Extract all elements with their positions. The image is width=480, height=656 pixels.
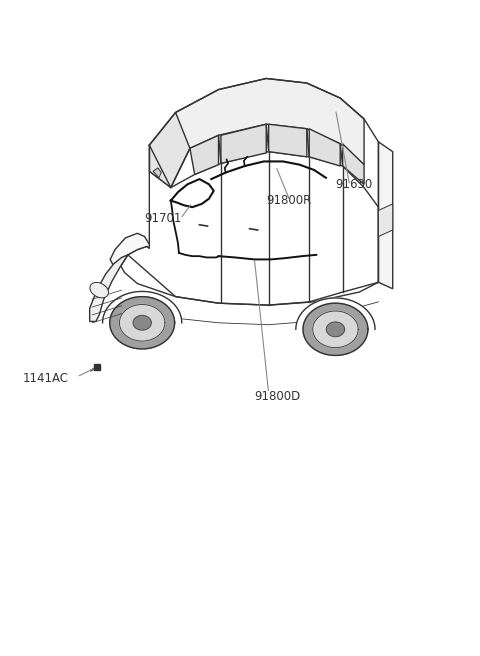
Polygon shape bbox=[153, 168, 161, 178]
Polygon shape bbox=[378, 204, 393, 237]
Polygon shape bbox=[133, 316, 151, 330]
Text: 91800R: 91800R bbox=[266, 194, 312, 207]
Polygon shape bbox=[326, 322, 345, 337]
Polygon shape bbox=[190, 135, 218, 174]
Text: 91630: 91630 bbox=[336, 178, 372, 191]
Polygon shape bbox=[109, 79, 378, 305]
Polygon shape bbox=[149, 112, 190, 188]
Polygon shape bbox=[110, 297, 175, 349]
Text: 91800D: 91800D bbox=[254, 390, 300, 403]
Polygon shape bbox=[171, 179, 214, 207]
Polygon shape bbox=[296, 298, 375, 329]
Polygon shape bbox=[110, 234, 149, 266]
Polygon shape bbox=[221, 124, 266, 163]
Polygon shape bbox=[176, 79, 364, 165]
Polygon shape bbox=[343, 144, 364, 184]
Polygon shape bbox=[303, 303, 368, 356]
Polygon shape bbox=[120, 304, 165, 341]
Polygon shape bbox=[103, 291, 182, 323]
Ellipse shape bbox=[90, 282, 108, 298]
Polygon shape bbox=[309, 129, 340, 166]
Polygon shape bbox=[269, 124, 307, 157]
Text: 91701: 91701 bbox=[144, 212, 182, 225]
Polygon shape bbox=[313, 311, 358, 348]
Polygon shape bbox=[378, 142, 393, 289]
Text: 1141AC: 1141AC bbox=[23, 373, 69, 386]
Polygon shape bbox=[120, 152, 378, 305]
Polygon shape bbox=[90, 255, 128, 321]
